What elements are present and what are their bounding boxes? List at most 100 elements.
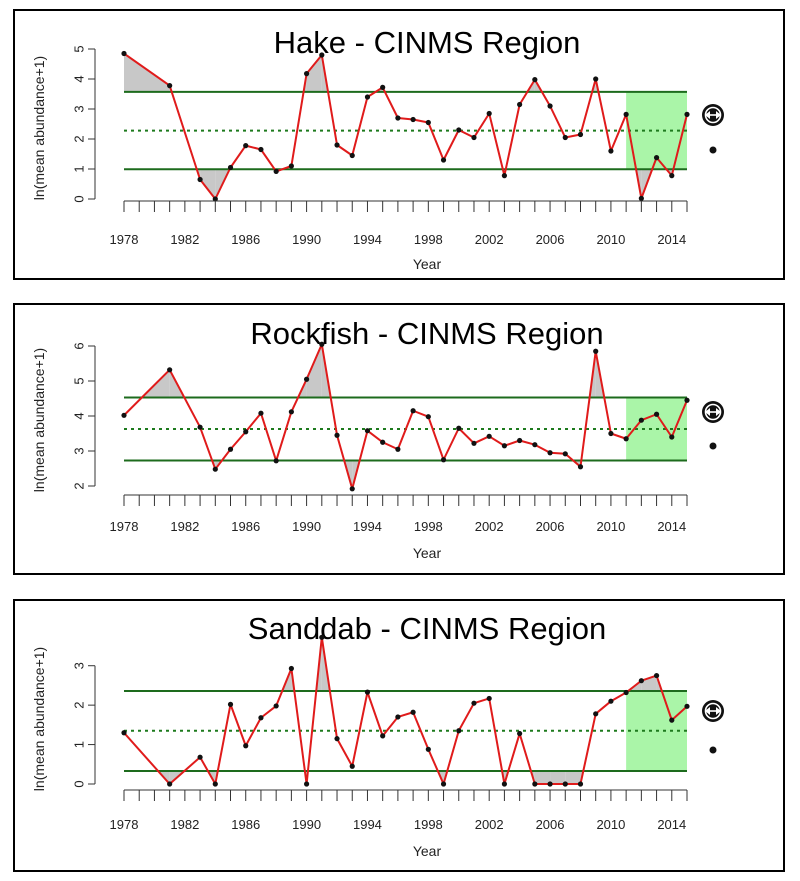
x-tick-label: 1998 — [414, 232, 443, 247]
exceedance-above-upper — [641, 675, 657, 691]
data-point — [212, 466, 218, 472]
y-tick-label: 4 — [72, 412, 87, 419]
plot-area — [121, 50, 690, 202]
x-tick-label: 1998 — [414, 817, 443, 832]
data-point — [212, 196, 218, 202]
data-point — [440, 157, 447, 163]
rockfish-chart: Rockfish - CINMS Region 2 3 4 5 6 ln(mean abu… — [31, 316, 724, 561]
y-tick-label: 4 — [72, 75, 87, 82]
data-point — [669, 434, 675, 440]
data-point — [471, 134, 477, 141]
sanddab-chart: Sanddab - CINMS Region 0 1 2 3 ln(mean abund… — [31, 611, 724, 859]
chart-title: Hake - CINMS Region — [274, 25, 581, 60]
y-tick-label: 0 — [72, 780, 87, 787]
data-point — [349, 763, 355, 769]
x-tick-label: 2014 — [657, 519, 686, 534]
data-point — [684, 397, 690, 403]
y-tick-label: 6 — [72, 342, 87, 349]
trend-arrow-right-head — [716, 111, 721, 119]
data-point — [364, 428, 371, 434]
series-line — [123, 343, 688, 490]
x-tick-label: 2014 — [657, 232, 686, 247]
exceedance-below-lower — [502, 770, 505, 784]
data-point — [577, 131, 584, 138]
x-tick-label: 1978 — [110, 232, 139, 247]
y-axis-label: ln(mean abundance+1) — [31, 56, 47, 200]
x-tick-label: 1998 — [414, 519, 443, 534]
data-point — [364, 689, 371, 695]
data-point — [653, 155, 660, 161]
data-point — [456, 425, 462, 431]
y-tick-label: 3 — [72, 447, 87, 454]
x-tick-label: 1982 — [170, 519, 199, 534]
rockfish-chart-panel: Rockfish - CINMS Region 2 3 4 5 6 ln(mean abu… — [13, 303, 785, 575]
exceedance-below-lower — [207, 770, 216, 784]
y-tick-label: 2 — [72, 482, 87, 489]
y-tick-label: 1 — [72, 741, 87, 748]
data-point — [653, 411, 660, 417]
exceedance-below-lower — [215, 460, 222, 470]
x-tick-label: 2006 — [536, 519, 565, 534]
trend-arrow-right-head — [716, 707, 721, 715]
x-tick-label: 1994 — [353, 519, 382, 534]
data-point — [608, 698, 614, 704]
x-tick-label: 2014 — [657, 817, 686, 832]
exceedance-above-upper — [124, 53, 170, 92]
y-tick-label: 3 — [72, 105, 87, 112]
data-point — [486, 695, 492, 702]
data-point — [380, 733, 386, 739]
data-point — [425, 414, 431, 420]
x-tick-label: 1986 — [231, 817, 260, 832]
data-point — [288, 163, 294, 169]
data-point — [562, 134, 568, 141]
data-point — [517, 730, 523, 737]
data-point — [440, 457, 447, 463]
data-point — [273, 168, 279, 174]
data-point — [653, 672, 660, 679]
y-axis-label: ln(mean abundance+1) — [31, 348, 47, 492]
x-tick-label: 2002 — [475, 519, 504, 534]
data-point — [669, 173, 675, 179]
data-point — [608, 430, 614, 437]
data-point — [349, 486, 355, 492]
x-axis-label: Year — [413, 843, 442, 859]
data-point — [303, 781, 310, 787]
trend-arrow-icon — [702, 104, 724, 126]
trend-arrow-left-head — [705, 408, 710, 416]
data-point — [440, 781, 447, 787]
data-point — [197, 424, 203, 430]
data-point — [547, 103, 553, 109]
data-point — [319, 341, 325, 347]
data-point — [258, 410, 264, 416]
data-point — [501, 781, 508, 787]
exceedance-below-lower — [169, 770, 185, 784]
plot-area — [121, 634, 690, 787]
x-axis-label: Year — [413, 256, 442, 272]
data-point — [243, 143, 249, 149]
exceedance-below-lower — [437, 770, 444, 784]
data-point — [638, 417, 644, 423]
x-tick-label: 1994 — [353, 232, 382, 247]
data-point — [532, 781, 538, 787]
x-tick-label: 1994 — [353, 817, 382, 832]
chart-title: Sanddab - CINMS Region — [248, 611, 606, 646]
trend-arrow-left-head — [705, 111, 710, 119]
hake-chart: Hake - CINMS Region 0 1 2 3 4 5 ln(mean abunda… — [31, 25, 724, 272]
data-point — [395, 714, 401, 720]
data-point — [243, 429, 249, 435]
data-point — [258, 715, 264, 721]
y-tick-label: 5 — [72, 45, 87, 52]
x-tick-label: 1986 — [231, 519, 260, 534]
data-point — [593, 711, 599, 717]
y-tick-label: 0 — [72, 195, 87, 202]
exceedance-below-lower — [534, 770, 551, 784]
data-point — [669, 717, 675, 723]
data-point — [334, 142, 340, 148]
trend-arrow-icon — [702, 401, 724, 423]
x-tick-label: 2010 — [596, 817, 625, 832]
data-point — [288, 665, 294, 672]
data-point — [121, 412, 127, 418]
data-point — [227, 701, 234, 707]
data-point — [684, 703, 690, 709]
sanddab-chart-panel: Sanddab - CINMS Region 0 1 2 3 ln(mean abund… — [13, 599, 785, 872]
